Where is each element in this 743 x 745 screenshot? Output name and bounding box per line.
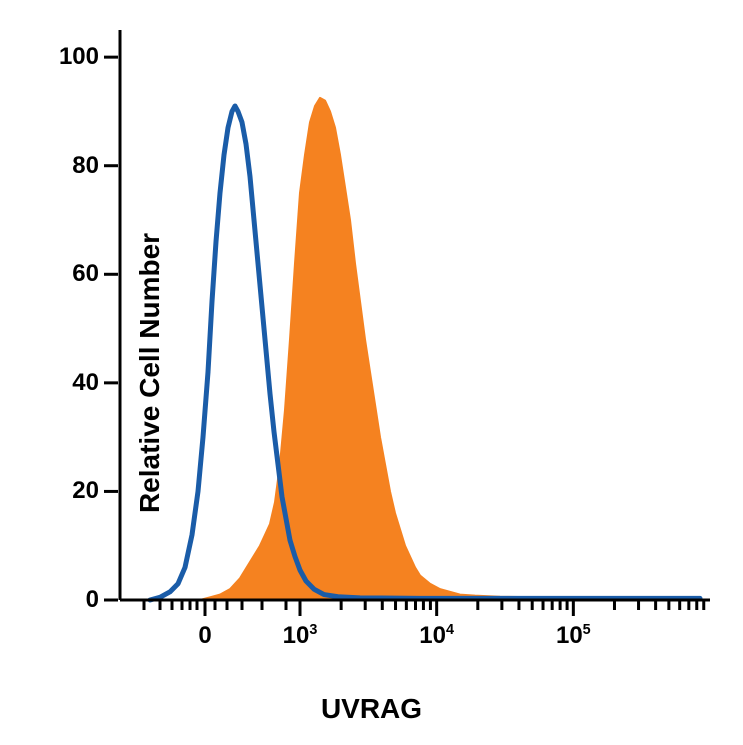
x-tick-label: 103 <box>283 622 318 650</box>
x-tick-label: 104 <box>419 622 454 650</box>
y-tick-label: 40 <box>49 369 99 397</box>
y-tick-label: 100 <box>49 43 99 71</box>
y-tick-label: 20 <box>49 477 99 505</box>
y-tick-label: 0 <box>49 586 99 614</box>
x-axis-label: UVRAG <box>321 693 422 725</box>
y-tick-label: 80 <box>49 152 99 180</box>
x-tick-label: 105 <box>556 622 591 650</box>
plot-svg <box>120 30 710 600</box>
y-tick-label: 60 <box>49 260 99 288</box>
flow-cytometry-chart: Relative Cell Number UVRAG 020406080100 … <box>0 0 743 745</box>
series-stained <box>200 98 700 600</box>
series-control-line <box>150 106 700 600</box>
x-tick-label: 0 <box>198 622 211 650</box>
